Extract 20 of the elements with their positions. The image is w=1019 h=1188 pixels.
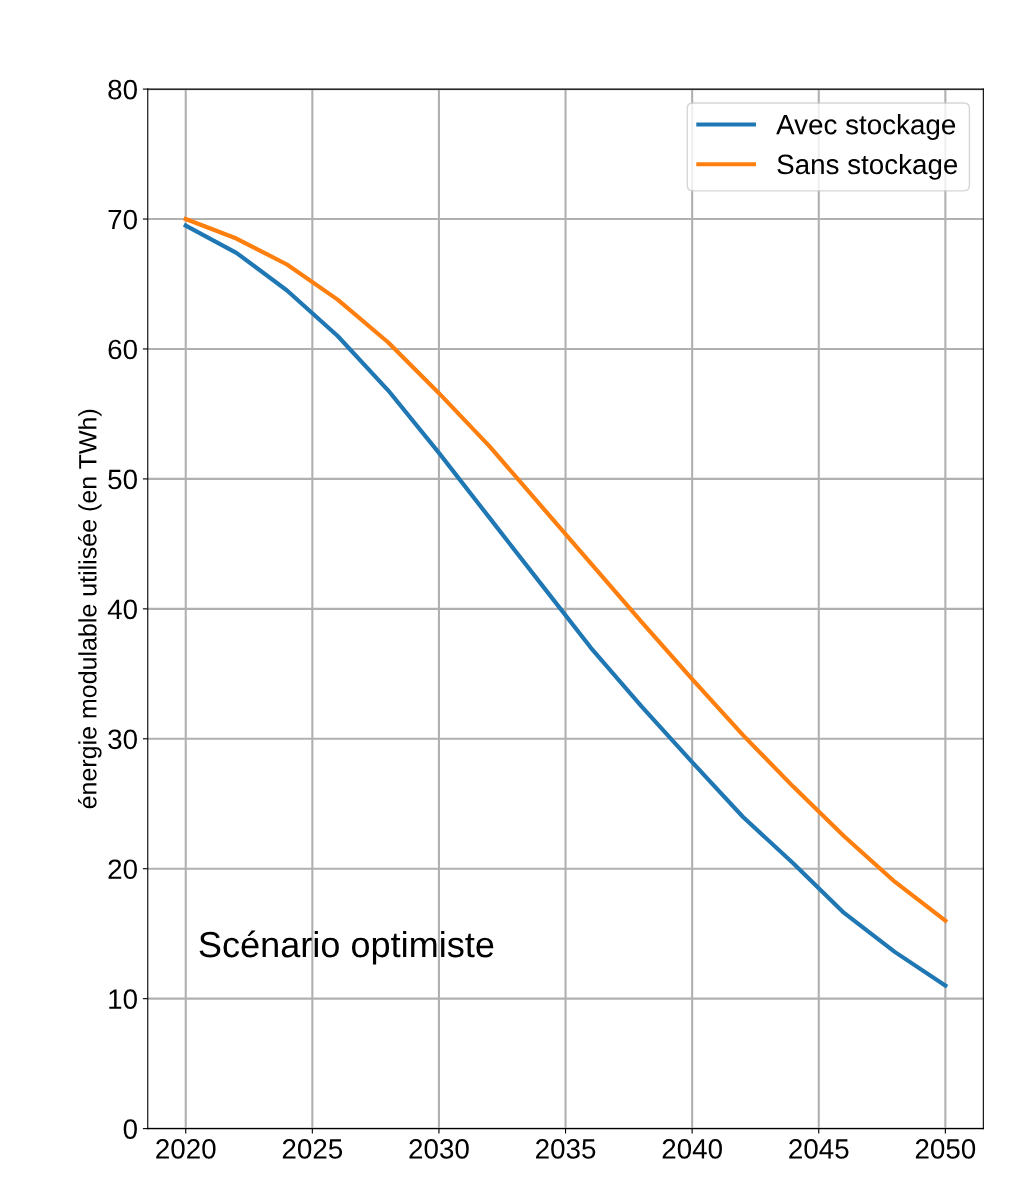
x-tick-label: 2020 (156, 1139, 216, 1159)
x-tick-label: 2035 (536, 1139, 596, 1159)
y-tick-label: 40 (107, 599, 137, 620)
x-tick-label: 2050 (915, 1139, 976, 1159)
legend-label: Sans stockage (777, 153, 958, 180)
y-tick-label: 80 (108, 79, 137, 100)
x-tick-label: 2030 (409, 1139, 469, 1159)
x-tick-label: 2025 (282, 1139, 343, 1159)
x-tick-label: 2040 (662, 1139, 722, 1159)
annotation: Scénario optimiste (199, 930, 494, 965)
y-tick-label: 70 (108, 209, 137, 230)
y-tick-label: 0 (123, 1119, 137, 1139)
y-tick-label: 10 (109, 989, 137, 1009)
y-tick-label: 50 (108, 469, 137, 490)
y-tick-label: 60 (108, 339, 137, 360)
x-tick-label: 2045 (789, 1139, 849, 1159)
y-tick-label: 20 (108, 859, 137, 880)
y-tick-label: 30 (108, 729, 137, 750)
legend-label: Avec stockage (776, 114, 956, 140)
y-axis-title: énergie modulable utilisée (en TWh) (77, 409, 102, 809)
